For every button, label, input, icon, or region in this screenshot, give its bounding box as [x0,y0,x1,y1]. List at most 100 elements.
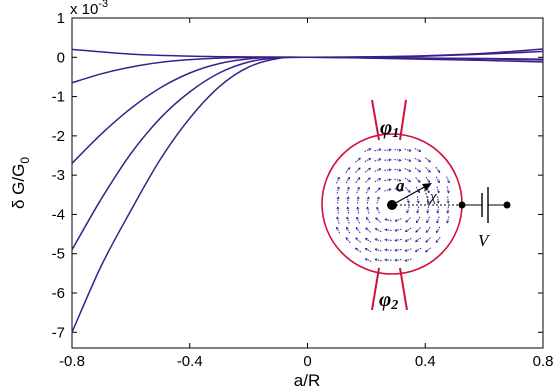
flow-arrowhead [356,206,360,210]
flow-arrowhead [436,201,440,204]
flow-arrowhead [366,206,370,210]
flow-arrowhead [398,178,402,182]
flow-arrowhead [346,226,349,230]
flow-arrowhead [374,238,378,242]
flow-arrowhead [426,201,430,204]
phi1-label: φ1 [380,115,399,141]
flow-arrowhead [355,247,358,251]
flow-arrowhead [436,190,440,194]
flow-arrowhead [368,148,372,151]
flow-arrowhead [447,180,450,184]
flow-arrowhead [384,238,387,242]
flow-arrowhead [384,228,388,232]
y-tick-label: -5 [52,246,65,263]
flow-arrowhead [405,219,409,223]
flow-arrowhead [404,229,408,232]
y-multiplier-exponent: -3 [98,0,108,10]
flow-arrowhead [416,220,419,224]
flow-arrowhead [425,249,428,253]
angle-arc [422,186,429,206]
center-dot [387,200,397,210]
flow-arrowhead [355,237,359,241]
flow-arrowhead [446,201,450,204]
flow-arrowhead [427,169,431,173]
lead-top-left [371,99,380,141]
flow-arrowhead [418,159,422,162]
radius-vector [391,184,429,206]
flow-arrowhead [346,186,350,190]
flow-arrowhead [367,186,370,190]
x-tick-label: 0.4 [415,353,436,370]
flow-arrowhead [336,186,340,190]
flow-arrowhead [398,168,402,172]
y-axis-label-main: δ G/G [9,164,28,209]
phi2-symbol: φ [379,287,391,311]
phi1-subscript: 1 [392,126,399,141]
flow-arrowhead [425,239,429,243]
flow-arrowhead [356,216,359,220]
flow-arrowhead [364,248,368,251]
flow-arrowhead [389,168,392,172]
flow-arrowhead [408,169,412,172]
x-tick-label: -0.4 [177,353,203,370]
flow-arrowhead [437,170,441,173]
flow-arrowhead [374,258,378,262]
axis-ticks [71,17,544,348]
x-tick-label: -0.8 [59,353,85,370]
flow-arrowhead [394,218,398,222]
series-line-4 [71,48,544,251]
lead-bottom-left [371,267,380,311]
flow-arrowhead [394,258,397,262]
phi2-subscript: 2 [390,298,398,313]
flow-arrowhead [378,178,382,181]
flow-arrowhead [427,159,431,163]
flow-arrowhead [355,227,359,230]
flow-arrowhead [389,158,392,162]
flow-arrowhead [446,220,450,224]
flow-arrowhead [365,238,368,241]
flow-arrowhead [378,158,382,162]
y-tick-label: -4 [52,206,65,223]
inset-diagram: φ1 φ2 a χ V [321,99,511,313]
phi1-symbol: φ [380,115,392,139]
flow-arrowhead [358,157,361,161]
data-series [71,48,544,333]
flow-arrowhead [384,248,387,252]
flow-arrowhead [367,177,371,181]
x-axis-label: a/R [294,371,320,390]
flow-arrowhead [365,227,369,231]
flow-arrowhead [347,167,351,170]
flow-arrowhead [406,210,410,214]
flow-arrowhead [376,196,380,200]
flow-arrowhead [374,248,378,252]
y-tick-label: 1 [57,10,65,27]
y-tick-label: -6 [52,285,65,302]
y-tick-label: -7 [52,324,65,341]
flow-arrowhead [417,190,420,194]
flow-arrowhead [337,176,340,180]
flow-arrowhead [427,180,430,183]
flow-arrowhead [408,158,412,162]
flow-arrowhead [336,216,340,220]
flow-arrowhead [404,248,408,252]
flow-arrowhead [416,200,420,204]
flow-arrowhead [374,228,378,231]
flow-arrowhead [446,190,450,194]
flow-arrowhead [394,238,398,242]
series-line-5 [71,56,544,333]
flow-arrowhead [399,158,402,162]
flow-arrowhead [364,258,368,261]
flow-arrowhead [426,210,430,214]
flow-arrowhead [345,237,349,241]
flow-arrowhead [378,148,382,152]
terminal-dot [503,201,511,209]
tick-labels: -0.8 -0.4 0 0.4 0.8 1 0 -1 -2 -3 -4 -5 -6 -7 [52,10,554,370]
flow-arrowhead [404,258,408,262]
y-axis-label-subscript: 0 [18,157,32,164]
flow-arrowhead [398,189,402,192]
flow-arrowhead [366,217,369,220]
y-tick-label: -3 [52,167,65,184]
x-tick-label: 0.8 [533,353,554,370]
flow-arrowhead [437,180,440,184]
